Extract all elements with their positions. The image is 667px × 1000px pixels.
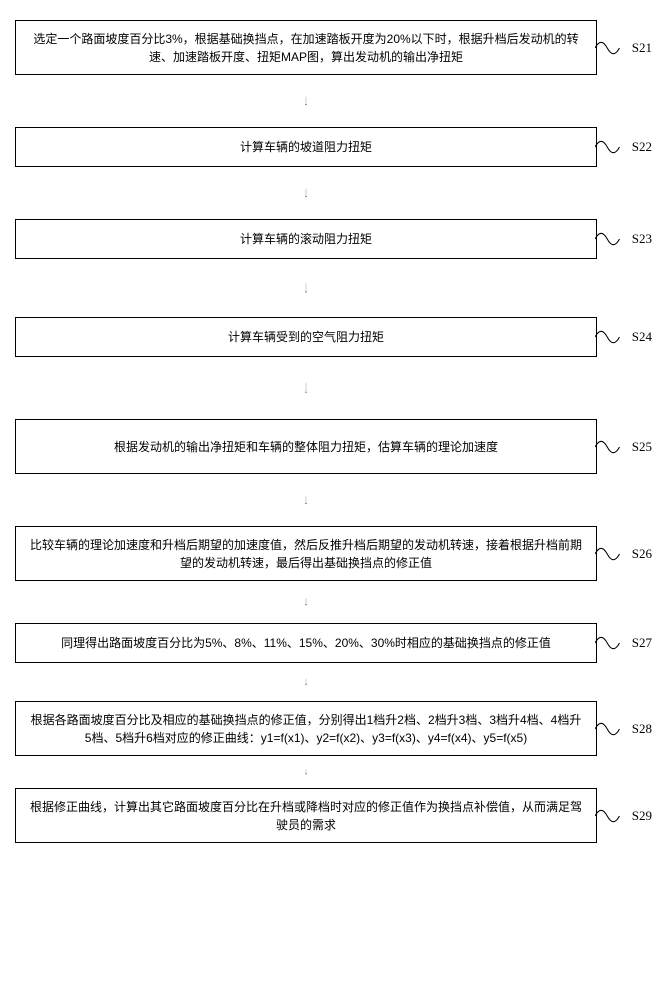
arrow	[305, 474, 307, 526]
step-id: S22	[632, 139, 652, 155]
wave-connector	[595, 714, 630, 744]
arrow	[305, 259, 307, 317]
arrow	[305, 581, 307, 623]
step-row-s21: 选定一个路面坡度百分比3%，根据基础换挡点，在加速踏板开度为20%以下时，根据升…	[15, 20, 652, 75]
step-label: S21	[595, 33, 652, 63]
step-id: S23	[632, 231, 652, 247]
step-label: S22	[595, 132, 652, 162]
wave-connector	[595, 432, 630, 462]
step-row-s29: 根据修正曲线，计算出其它路面坡度百分比在升档或降档时对应的修正值作为换挡点补偿值…	[15, 788, 652, 843]
wave-connector	[595, 628, 630, 658]
step-box: 根据修正曲线，计算出其它路面坡度百分比在升档或降档时对应的修正值作为换挡点补偿值…	[15, 788, 597, 843]
arrow	[305, 357, 307, 419]
step-row-s25: 根据发动机的输出净扭矩和车辆的整体阻力扭矩，估算车辆的理论加速度 S25	[15, 419, 652, 474]
step-box: 选定一个路面坡度百分比3%，根据基础换挡点，在加速踏板开度为20%以下时，根据升…	[15, 20, 597, 75]
arrow-container	[15, 357, 652, 419]
step-label: S23	[595, 224, 652, 254]
step-label: S24	[595, 322, 652, 352]
step-box: 根据各路面坡度百分比及相应的基础换挡点的修正值，分别得出1档升2档、2档升3档、…	[15, 701, 597, 756]
wave-connector	[595, 322, 630, 352]
flowchart-container: 选定一个路面坡度百分比3%，根据基础换挡点，在加速踏板开度为20%以下时，根据升…	[15, 20, 652, 843]
step-box: 计算车辆的滚动阻力扭矩	[15, 219, 597, 259]
wave-connector	[595, 224, 630, 254]
arrow-container	[15, 474, 652, 526]
arrow	[305, 167, 307, 219]
arrow	[305, 75, 307, 127]
wave-connector	[595, 801, 630, 831]
step-box: 根据发动机的输出净扭矩和车辆的整体阻力扭矩，估算车辆的理论加速度	[15, 419, 597, 474]
step-row-s24: 计算车辆受到的空气阻力扭矩 S24	[15, 317, 652, 357]
step-id: S28	[632, 721, 652, 737]
step-row-s22: 计算车辆的坡道阻力扭矩 S22	[15, 127, 652, 167]
step-id: S24	[632, 329, 652, 345]
arrow-container	[15, 581, 652, 623]
step-label: S28	[595, 714, 652, 744]
wave-connector	[595, 132, 630, 162]
step-id: S27	[632, 635, 652, 651]
arrow-container	[15, 756, 652, 788]
wave-connector	[595, 33, 630, 63]
arrow-container	[15, 167, 652, 219]
step-row-s26: 比较车辆的理论加速度和升档后期望的加速度值，然后反推升档后期望的发动机转速，接着…	[15, 526, 652, 581]
step-row-s28: 根据各路面坡度百分比及相应的基础换挡点的修正值，分别得出1档升2档、2档升3档、…	[15, 701, 652, 756]
step-row-s23: 计算车辆的滚动阻力扭矩 S23	[15, 219, 652, 259]
arrow	[305, 663, 307, 701]
wave-connector	[595, 539, 630, 569]
arrow-container	[15, 663, 652, 701]
step-id: S26	[632, 546, 652, 562]
step-box: 计算车辆的坡道阻力扭矩	[15, 127, 597, 167]
step-label: S25	[595, 432, 652, 462]
arrow-container	[15, 259, 652, 317]
step-id: S29	[632, 808, 652, 824]
step-label: S29	[595, 801, 652, 831]
step-box: 同理得出路面坡度百分比为5%、8%、11%、15%、20%、30%时相应的基础换…	[15, 623, 597, 663]
step-box: 比较车辆的理论加速度和升档后期望的加速度值，然后反推升档后期望的发动机转速，接着…	[15, 526, 597, 581]
step-box: 计算车辆受到的空气阻力扭矩	[15, 317, 597, 357]
step-label: S26	[595, 539, 652, 569]
arrow	[305, 756, 307, 788]
arrow-container	[15, 75, 652, 127]
step-label: S27	[595, 628, 652, 658]
step-id: S21	[632, 40, 652, 56]
step-row-s27: 同理得出路面坡度百分比为5%、8%、11%、15%、20%、30%时相应的基础换…	[15, 623, 652, 663]
step-id: S25	[632, 439, 652, 455]
